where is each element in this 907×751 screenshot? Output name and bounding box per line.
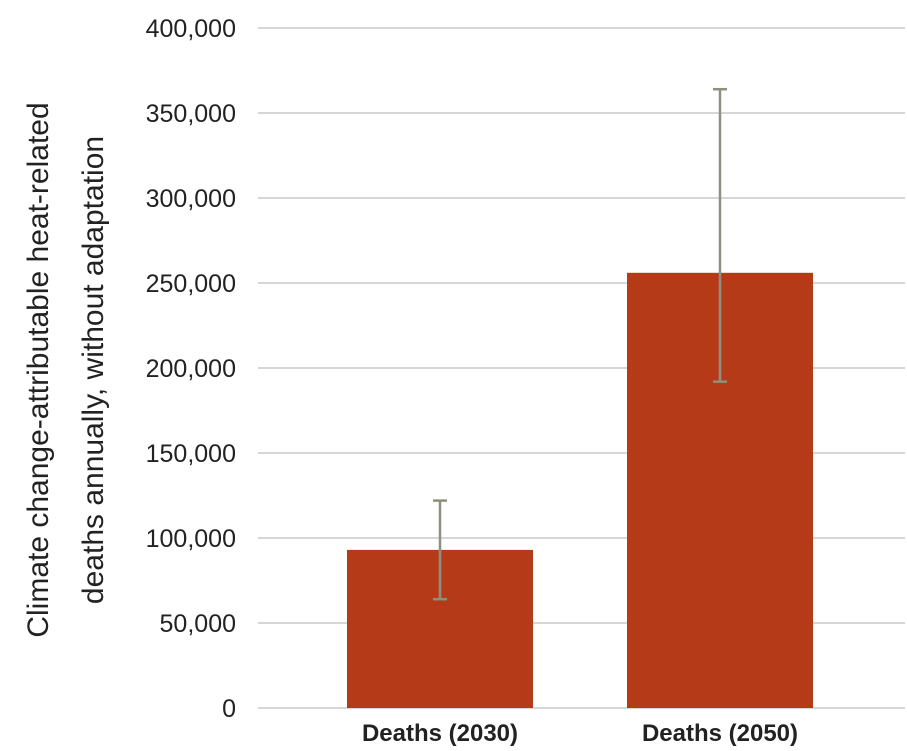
x-category-label: Deaths (2050) (642, 720, 798, 747)
y-tick-label: 300,000 (146, 185, 236, 213)
y-tick-label: 350,000 (146, 100, 236, 128)
y-tick-label: 0 (222, 695, 236, 723)
y-tick-labels: 0 50,000 100,000 150,000 200,000 250,000 300,0… (146, 15, 236, 723)
y-tick-label: 400,000 (146, 15, 236, 43)
y-tick-label: 200,000 (146, 355, 236, 383)
x-category-label: Deaths (2030) (362, 720, 518, 747)
y-tick-label: 150,000 (146, 440, 236, 468)
y-tick-label: 100,000 (146, 525, 236, 553)
x-category-labels: Deaths (2030) Deaths (2050) (362, 720, 798, 747)
y-tick-label: 50,000 (160, 610, 236, 638)
bars (347, 272, 813, 708)
error-bars (433, 87, 727, 601)
y-axis-title-line-2: deaths annually, without adaptation (77, 136, 110, 604)
y-axis-title-line-1: Climate change-attributable heat-related (22, 102, 55, 637)
y-tick-label: 250,000 (146, 270, 236, 298)
